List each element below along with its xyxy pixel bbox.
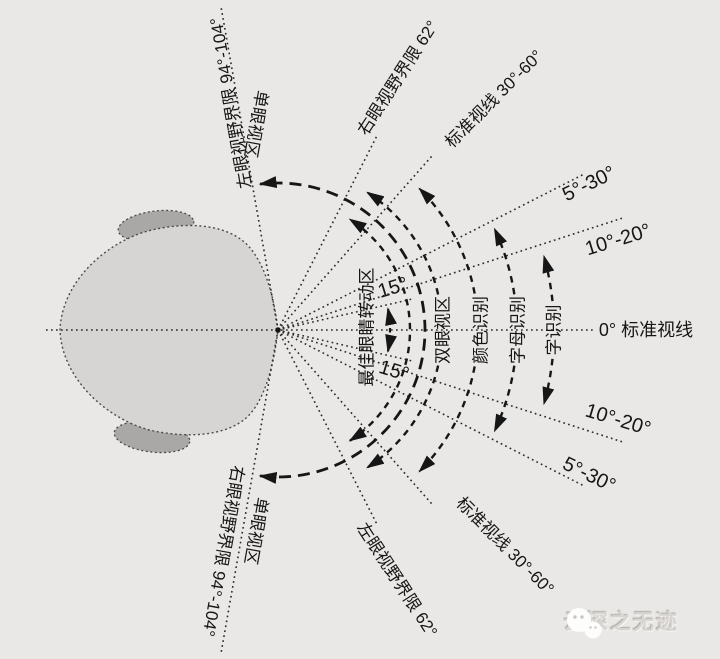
lower-5-30-line (277, 329, 586, 488)
letter-recognition-arc-top (493, 227, 516, 295)
lower-standard-line (277, 329, 435, 507)
color-recognition-arc-top (418, 187, 476, 294)
eye-rotation-arc (385, 307, 397, 353)
eye-point (275, 327, 281, 333)
upper-15-line (277, 297, 415, 331)
lower-15-line (277, 329, 415, 363)
letter-recognition-arc-bottom (493, 365, 516, 433)
binocular-band-arc-top (366, 191, 440, 295)
word-recognition-arc-bottom (542, 358, 555, 406)
binocular-band-arc-bottom (366, 365, 440, 469)
word-recognition-arc-top (542, 254, 555, 302)
color-recognition-arc-bottom (418, 366, 476, 473)
upper-5-30-line (277, 172, 586, 331)
upper-62-line (277, 133, 379, 331)
lower-10-20-line (277, 329, 626, 444)
head-top-view (59, 224, 279, 436)
lower-62-line (277, 329, 379, 527)
watermark: 云深之无迹 (564, 606, 679, 639)
upper-10-20-line (277, 216, 626, 331)
binocular-inner-arc (348, 218, 412, 442)
watermark-logo-icon (567, 608, 602, 639)
monocular-field-arc (258, 176, 427, 484)
upper-standard-line (277, 153, 435, 331)
